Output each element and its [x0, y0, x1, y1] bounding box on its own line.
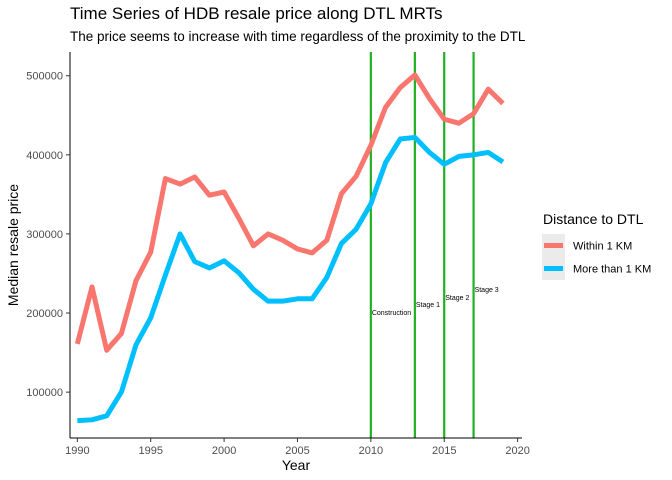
- y-tick-label: 200000: [26, 308, 63, 320]
- legend: Distance to DTL Within 1 KM More than 1 KM: [542, 211, 651, 280]
- x-tick-label: 2020: [505, 445, 529, 457]
- series-lines: [74, 72, 505, 424]
- y-tick-label: 500000: [26, 71, 63, 83]
- x-tick-label: 2010: [359, 445, 383, 457]
- annotation-label: Construction: [372, 310, 411, 317]
- x-tick-label: 2000: [212, 445, 236, 457]
- legend-item-label: Within 1 KM: [573, 241, 632, 253]
- x-tick-label: 2015: [432, 445, 456, 457]
- x-tick-label: 1990: [65, 445, 89, 457]
- axes: 1990 1995 2000 2005 2010 2015 2020 100000 200000…: [5, 52, 530, 473]
- stage-annotations: Construction Stage 1 Stage 2 Stage 3: [372, 287, 499, 317]
- x-tick-label: 2005: [285, 445, 309, 457]
- series-line-2: [77, 134, 505, 424]
- series-line-1: [74, 72, 505, 353]
- y-tick-label: 400000: [26, 150, 63, 162]
- annotation-label: Stage 3: [475, 287, 499, 294]
- chart-subtitle: The price seems to increase with time re…: [70, 29, 526, 44]
- y-tick-label: 300000: [26, 229, 63, 241]
- y-tick-label: 100000: [26, 387, 63, 399]
- annotation-label: Stage 1: [416, 302, 440, 309]
- legend-title: Distance to DTL: [543, 211, 644, 227]
- y-axis-title: Median resale price: [5, 184, 21, 306]
- annotation-label: Stage 2: [445, 295, 469, 302]
- x-axis-title: Year: [282, 457, 311, 473]
- chart-title: Time Series of HDB resale price along DT…: [70, 4, 443, 23]
- x-tick-label: 1995: [138, 445, 162, 457]
- legend-item-label: More than 1 KM: [573, 264, 651, 276]
